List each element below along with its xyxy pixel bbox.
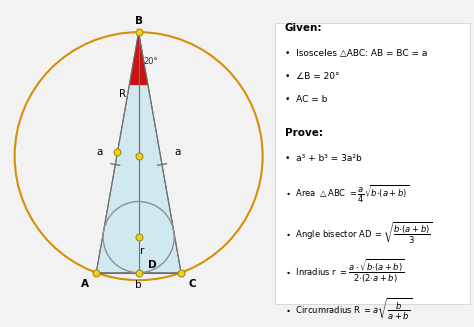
Text: R: R	[119, 89, 127, 99]
Text: D: D	[148, 260, 157, 270]
Polygon shape	[129, 32, 148, 85]
Text: r: r	[140, 246, 144, 256]
Text: $\bullet$  Area $\triangle$ABC $= \dfrac{a}{4}\sqrt{b{\cdot}(a+b)}$: $\bullet$ Area $\triangle$ABC $= \dfrac{…	[284, 183, 409, 205]
Text: A: A	[81, 279, 89, 289]
Text: •  Isosceles △ABC: AB = BC = a: • Isosceles △ABC: AB = BC = a	[284, 49, 427, 58]
Text: $\bullet$  Circumradius R $= a\sqrt{\dfrac{b}{a+b}}$: $\bullet$ Circumradius R $= a\sqrt{\dfra…	[284, 296, 412, 321]
Text: •  ∠B = 20°: • ∠B = 20°	[284, 72, 339, 81]
Text: •  AC = b: • AC = b	[284, 95, 327, 104]
Text: Prove:: Prove:	[284, 128, 323, 138]
Text: B: B	[135, 16, 143, 26]
Text: •  a³ + b³ = 3a²b: • a³ + b³ = 3a²b	[284, 154, 361, 163]
Text: a: a	[174, 147, 181, 157]
Text: 20°: 20°	[144, 57, 158, 66]
Text: $\bullet$  Angle bisector AD $= \sqrt{\dfrac{b{\cdot}(a+b)}{3}}$: $\bullet$ Angle bisector AD $= \sqrt{\df…	[284, 221, 432, 246]
Text: C: C	[188, 279, 196, 289]
Text: a: a	[96, 147, 103, 157]
Text: b: b	[136, 280, 142, 290]
Polygon shape	[96, 32, 181, 273]
FancyBboxPatch shape	[274, 23, 470, 304]
Text: $\bullet$  Inradius r $= \dfrac{a\cdot\sqrt{b{\cdot}(a+b)}}{2{\cdot}(2{\cdot}a+b: $\bullet$ Inradius r $= \dfrac{a\cdot\sq…	[284, 258, 404, 285]
Text: Given:: Given:	[284, 23, 322, 33]
